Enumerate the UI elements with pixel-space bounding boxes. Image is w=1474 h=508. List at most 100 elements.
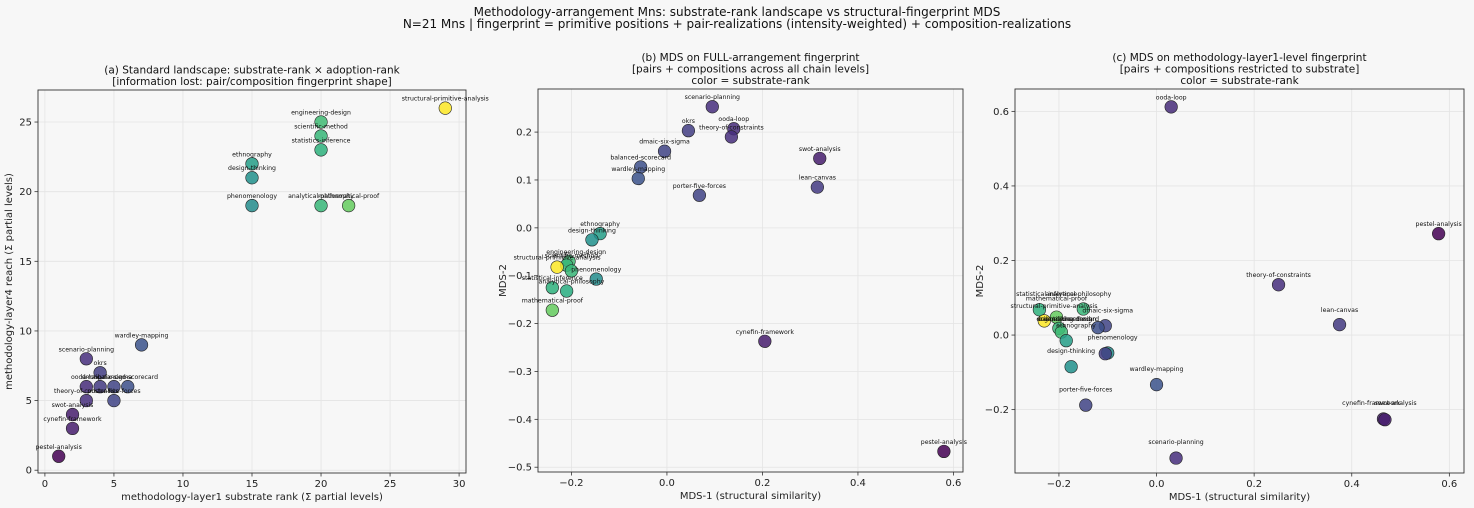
point-label-swot-analysis: swot-analysis (1375, 400, 1417, 407)
y-tick-label: 15 (19, 257, 32, 268)
point-balanced-scorecard[interactable] (1091, 321, 1105, 335)
point-swot-analysis[interactable] (1378, 413, 1392, 427)
point-ooda-loop[interactable] (79, 380, 93, 394)
x-tick-label: 15 (246, 479, 259, 490)
point-lean-canvas[interactable] (810, 180, 824, 194)
point-label-engineering-design: engineering-design (291, 110, 351, 117)
point-label-okrs: okrs (94, 360, 107, 367)
point-theory-of-constraints[interactable] (1271, 278, 1286, 292)
point-mathematical-proof[interactable] (545, 303, 559, 317)
point-label-scenario-planning: scenario-planning (59, 346, 114, 353)
point-okrs[interactable] (93, 366, 107, 380)
y-tick-label: 0.6 (993, 107, 1009, 118)
y-axis-label: MDS-2 (975, 265, 986, 298)
point-ethnography[interactable] (245, 157, 259, 171)
y-tick-label: 5 (26, 396, 32, 407)
point-label-structural-primitive-analysis: structural-primitive-analysis (1011, 303, 1098, 310)
point-label-theory-of-constraints: theory-of-constraints (54, 388, 119, 395)
point-label-scientific-method: scientific-method (294, 123, 348, 130)
point-statistical-inference[interactable] (314, 143, 328, 157)
plot-area (538, 89, 963, 472)
point-cynefin-framework[interactable] (758, 334, 772, 348)
point-label-mathematical-proof: mathematical-proof (318, 193, 380, 200)
point-balanced-scorecard[interactable] (121, 380, 135, 394)
point-label-porter-five-forces: porter-five-forces (87, 388, 140, 395)
point-label-wardley-mapping: wardley-mapping (115, 332, 169, 339)
point-structural-primitive-analysis[interactable] (550, 260, 564, 274)
point-analytical-philosophy[interactable] (314, 198, 328, 213)
x-tick-label: 0.2 (1246, 479, 1262, 490)
y-tick-label: 0.0 (516, 223, 532, 234)
point-design-thinking[interactable] (585, 233, 599, 247)
point-pestel-analysis[interactable] (937, 444, 951, 459)
point-phenomenology[interactable] (245, 198, 259, 213)
point-pestel-analysis[interactable] (1432, 227, 1446, 241)
y-tick-label: 25 (19, 118, 32, 129)
point-wardley-mapping[interactable] (1149, 378, 1164, 392)
point-wardley-mapping[interactable] (134, 338, 149, 352)
x-axis-label: methodology-layer1 substrate rank (Σ par… (121, 492, 383, 503)
point-label-swot-analysis: swot-analysis (799, 146, 841, 153)
point-structural-primitive-analysis[interactable] (438, 101, 452, 115)
point-label-scenario-planning: scenario-planning (685, 94, 740, 101)
point-statistical-inference[interactable] (545, 281, 559, 295)
point-porter-five-forces[interactable] (107, 393, 121, 408)
x-axis-label: MDS-1 (structural similarity) (680, 491, 821, 502)
plot-area (1015, 89, 1464, 473)
axes-frame (1014, 88, 1465, 474)
point-engineering-design[interactable] (314, 115, 328, 129)
point-pestel-analysis[interactable] (52, 449, 66, 463)
point-analytical-philosophy[interactable] (1076, 302, 1090, 316)
x-tick-label: 30 (453, 479, 466, 490)
point-label-statistics-inference: statistics-inference (292, 137, 351, 144)
point-analytical-philosophy[interactable] (564, 264, 579, 278)
point-mathematical-proof[interactable] (342, 198, 356, 213)
point-dmaic-six-sigma[interactable] (107, 380, 121, 394)
point-theory-of-constraints[interactable] (79, 393, 93, 408)
point-ooda-loop[interactable] (1164, 100, 1178, 114)
x-tick-label: 0.6 (945, 478, 961, 489)
point-cynefin-framework[interactable] (65, 421, 80, 436)
point-label-ethnography: ethnography (1056, 323, 1096, 330)
point-label-dmaic-six-sigma: dmaic-six-sigma (1082, 308, 1133, 315)
point-theory-of-constraints[interactable] (724, 130, 738, 144)
point-label-porter-five-forces: porter-five-forces (1059, 386, 1112, 393)
point-label-scenario-planning: scenario-planning (1148, 439, 1203, 446)
point-design-thinking[interactable] (245, 171, 259, 185)
y-tick-label: 0.0 (993, 331, 1009, 342)
figure-suptitle-line2: N=21 Mns | fingerprint = primitive posit… (403, 17, 1071, 31)
point-label-swot-analysis: swot-analysis (52, 402, 94, 409)
point-okrs[interactable] (1098, 347, 1112, 361)
point-scientific-method[interactable] (314, 129, 328, 143)
point-ethnography[interactable] (1059, 334, 1073, 348)
panel-title-line: (c) MDS on methodology-layer1-level fing… (1112, 52, 1366, 64)
point-dmaic-six-sigma[interactable] (657, 144, 672, 158)
point-label-structural-primitive-analysis: structural-primitive-analysis (514, 255, 601, 262)
point-design-thinking[interactable] (1064, 360, 1078, 374)
point-porter-five-forces[interactable] (692, 188, 707, 202)
point-label-okrs: okrs (682, 118, 695, 125)
point-scenario-planning[interactable] (705, 100, 719, 114)
point-scenario-planning[interactable] (79, 352, 93, 366)
axes-frame (537, 88, 964, 473)
point-wardley-mapping[interactable] (631, 171, 645, 186)
point-porter-five-forces[interactable] (1079, 398, 1093, 412)
point-statistics-inference-b[interactable] (560, 284, 574, 298)
point-lean-canvas[interactable] (1332, 318, 1347, 332)
x-tick-label: 0.2 (754, 478, 770, 489)
point-structural-primitive-analysis[interactable] (1037, 314, 1051, 328)
point-phenomenology[interactable] (589, 272, 603, 286)
x-tick-label: 0 (42, 479, 48, 490)
point-label-mathematical-proof: mathematical-proof (1026, 296, 1088, 303)
point-label-ooda-loop: ooda-loop (71, 374, 102, 381)
point-scenario-planning[interactable] (1169, 451, 1183, 465)
x-tick-label: −0.2 (559, 478, 583, 489)
point-statistical-inference[interactable] (1032, 303, 1047, 317)
point-okrs[interactable] (681, 124, 696, 138)
point-lean-canvas[interactable] (93, 380, 107, 394)
y-tick-label: −0.5 (508, 463, 532, 474)
panel-a-substrate-landscape: 0 5 10 15 20 25 30 0 5 10 15 20 25 structural-primiti… (4, 65, 489, 504)
panel-title-line: [pairs + compositions restricted to subs… (1120, 64, 1360, 76)
point-swot-analysis[interactable] (65, 407, 80, 422)
point-swot-analysis[interactable] (813, 151, 827, 166)
